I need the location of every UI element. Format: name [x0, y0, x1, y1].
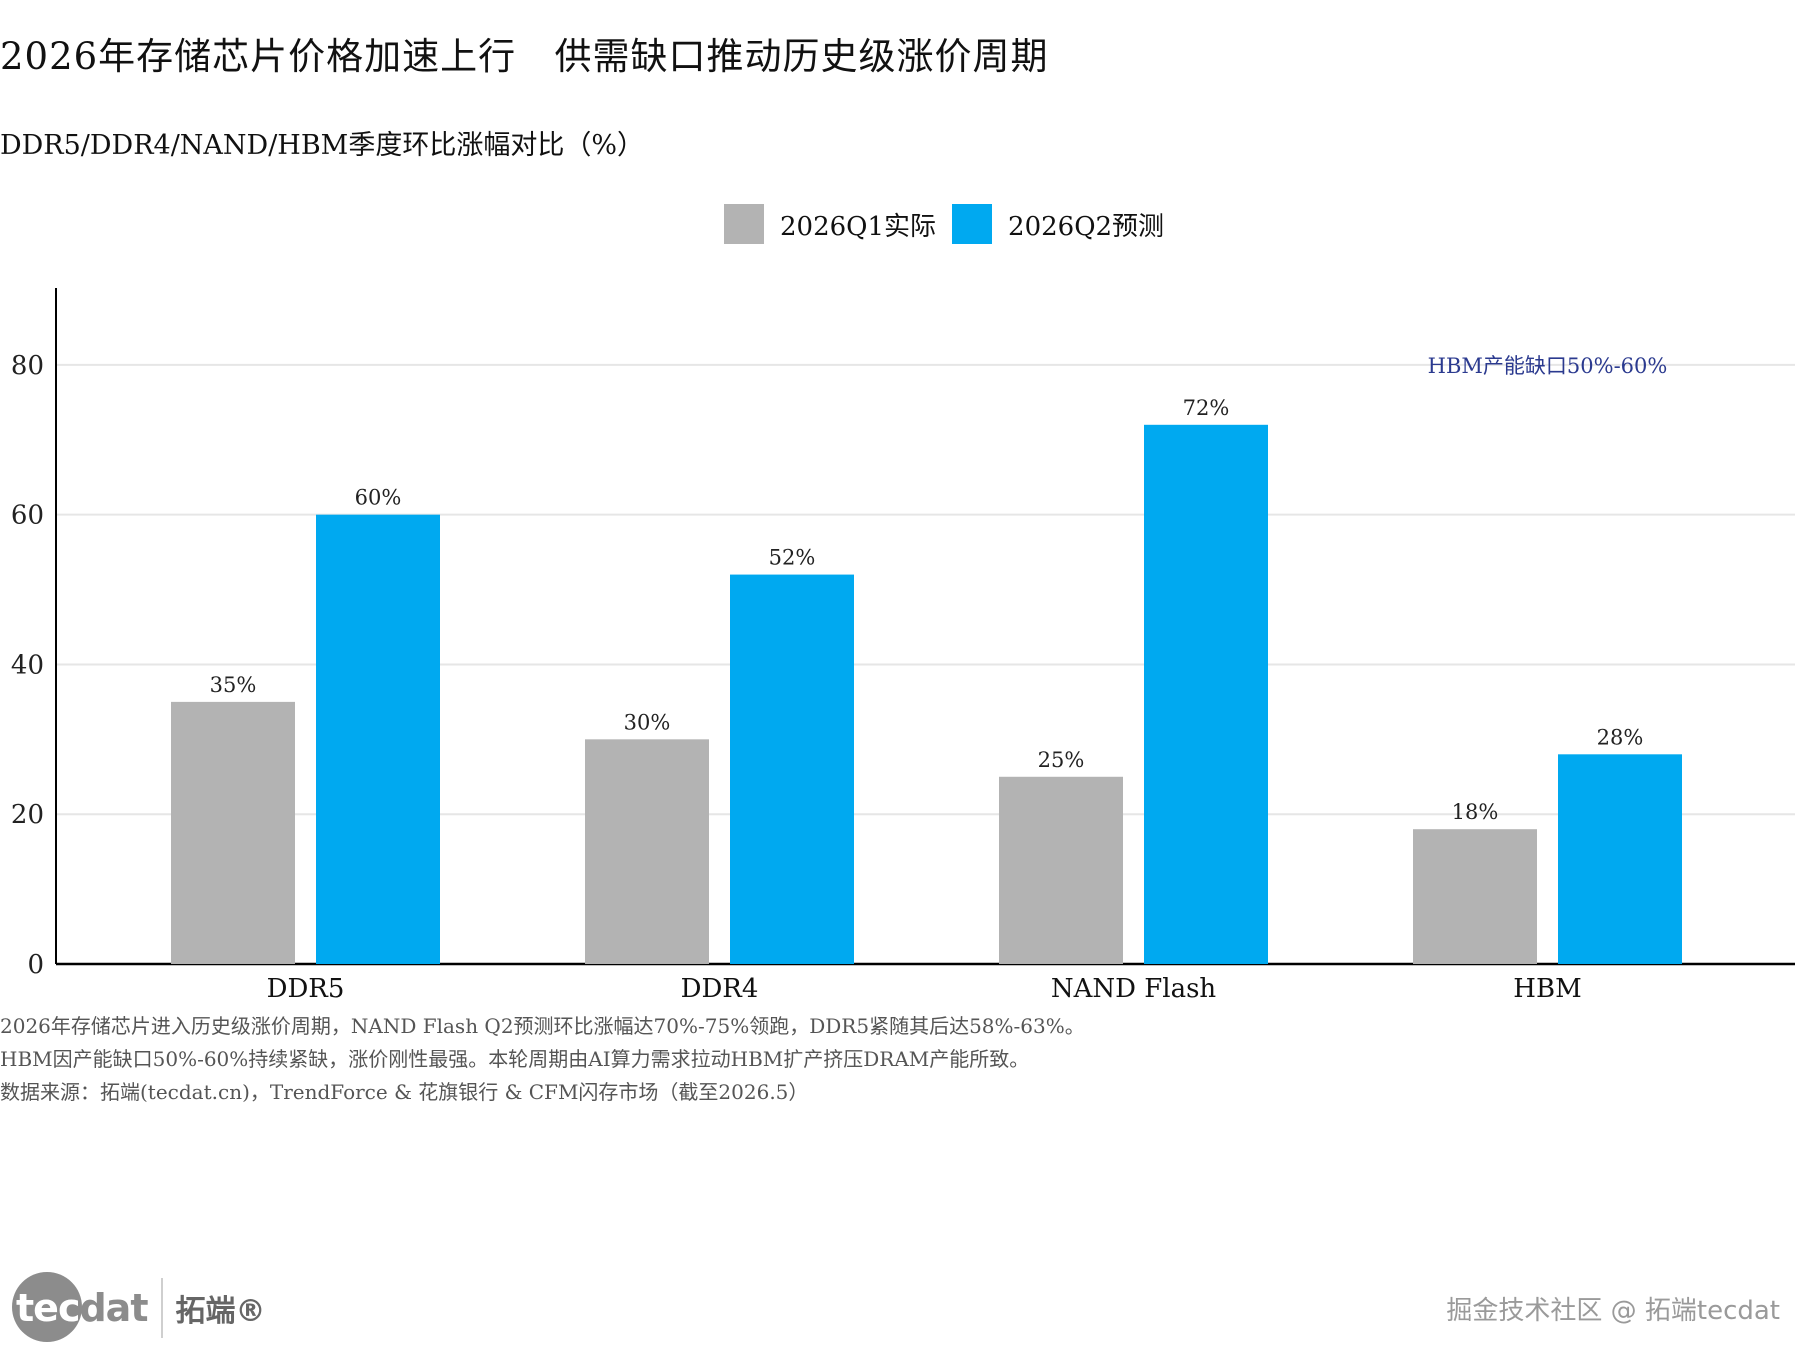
data-label-ddr4-series1: 30%: [624, 710, 671, 734]
legend-swatch-q1: [724, 204, 764, 244]
y-tick-label-60: 60: [11, 501, 44, 531]
annotation-hbm-gap: HBM产能缺口50%-60%: [1428, 354, 1668, 378]
data-label-ddr5-series1: 35%: [210, 673, 257, 697]
data-label-nand-flash-series2: 72%: [1183, 396, 1230, 420]
data-label-nand-flash-series1: 25%: [1038, 748, 1085, 772]
data-label-hbm-series1: 18%: [1452, 800, 1499, 824]
note-line-2: HBM因产能缺口50%-60%持续紧缺，涨价刚性最强。本轮周期由AI算力需求拉动…: [0, 1047, 1030, 1071]
chart-subtitle: DDR5/DDR4/NAND/HBM季度环比涨幅对比（%）: [0, 130, 644, 161]
bar-nand-flash-series1: [999, 776, 1123, 964]
note-line-1: 2026年存储芯片进入历史级涨价周期，NAND Flash Q2预测环比涨幅达7…: [0, 1014, 1085, 1038]
x-tick-label-hbm: HBM: [1513, 974, 1581, 1004]
chart-title: 2026年存储芯片价格加速上行 供需缺口推动历史级涨价周期: [0, 35, 1049, 78]
chart-notes: 2026年存储芯片进入历史级涨价周期，NAND Flash Q2预测环比涨幅达7…: [0, 1010, 1085, 1109]
logo-divider: [161, 1278, 164, 1338]
tecdat-logo: tecdat 拓端®: [12, 1272, 265, 1344]
logo-chinese: 拓端®: [175, 1294, 266, 1329]
legend-label-q1: 2026Q1实际: [780, 211, 937, 242]
bar-hbm-series2: [1558, 754, 1682, 964]
data-label-ddr5-series2: 60%: [355, 486, 402, 510]
note-source: 数据来源：拓端(tecdat.cn)，TrendForce & 花旗银行 & C…: [0, 1080, 809, 1104]
bar-ddr4-series2: [730, 574, 854, 964]
legend-label-q2: 2026Q2预测: [1008, 211, 1165, 242]
bar-hbm-series1: [1413, 829, 1537, 964]
bar-ddr5-series2: [316, 514, 440, 964]
logo-circle: [12, 1272, 82, 1342]
data-label-hbm-series2: 28%: [1597, 725, 1644, 749]
legend-item-q1: 2026Q1实际: [724, 204, 936, 244]
bar-nand-flash-series2: [1144, 424, 1268, 964]
legend-item-q2: 2026Q2预测: [952, 204, 1164, 244]
y-tick-label-0: 0: [27, 950, 44, 980]
bar-ddr4-series1: [585, 739, 709, 964]
watermark: 掘金技术社区 @ 拓端tecdat: [1446, 1296, 1780, 1326]
bar-ddr5-series1: [171, 701, 295, 964]
x-tick-label-ddr5: DDR5: [267, 974, 345, 1004]
x-tick-label-ddr4: DDR4: [681, 974, 759, 1004]
y-tick-label-40: 40: [11, 650, 44, 680]
x-tick-label-nand-flash: NAND Flash: [1051, 974, 1217, 1004]
logo-wordmark: tecdat: [16, 1286, 148, 1330]
y-tick-label-80: 80: [11, 351, 44, 381]
data-label-ddr4-series2: 52%: [769, 546, 816, 570]
legend: 2026Q1实际 2026Q2预测: [724, 204, 1180, 244]
bar-chart: 0 20 40 60 80 35% 60% DDR5 30% 52% DDR4 25% 72% NAND …: [11, 288, 1795, 1004]
y-tick-label-20: 20: [11, 800, 44, 830]
legend-swatch-q2: [952, 204, 993, 244]
